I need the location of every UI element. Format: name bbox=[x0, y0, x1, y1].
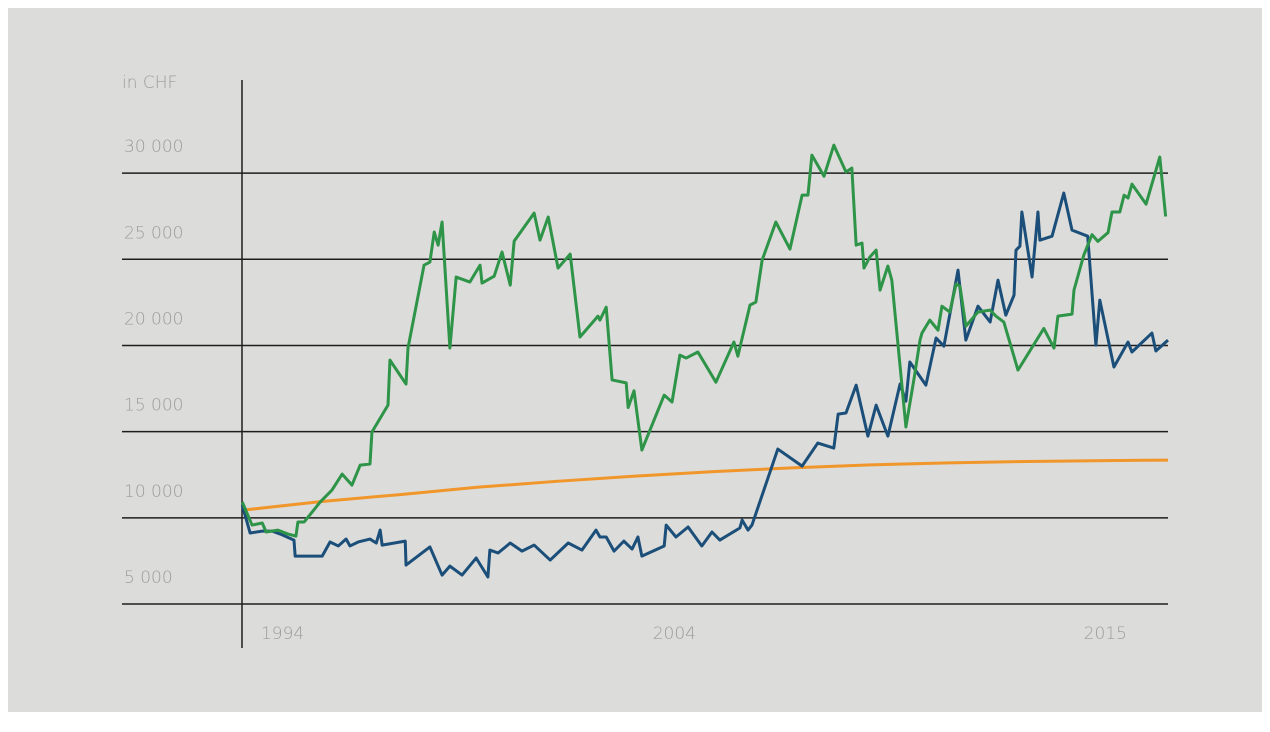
y-tick-label: 10 000 bbox=[124, 482, 183, 502]
series-line bbox=[240, 191, 1170, 579]
x-tick-label: 1994 bbox=[261, 624, 304, 644]
series-line bbox=[243, 458, 1169, 512]
y-tick-label: 20 000 bbox=[124, 309, 183, 329]
y-tick-label: 5 000 bbox=[124, 568, 173, 588]
y-axis-label: in CHF bbox=[122, 73, 177, 93]
chart-background bbox=[8, 8, 1262, 712]
series-line bbox=[240, 143, 1168, 538]
y-tick-label: 30 000 bbox=[124, 137, 183, 157]
y-tick-label: 25 000 bbox=[124, 223, 183, 243]
y-tick-label: 15 000 bbox=[124, 396, 183, 416]
x-tick-label: 2004 bbox=[653, 624, 696, 644]
x-tick-label: 2015 bbox=[1084, 624, 1127, 644]
